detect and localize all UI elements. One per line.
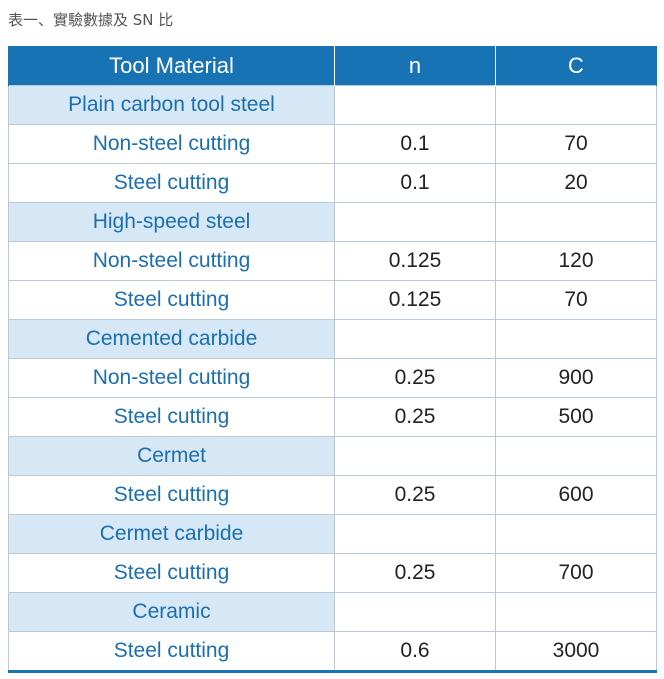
n-cell: [334, 202, 496, 242]
category-row: High-speed steel: [8, 202, 657, 242]
category-label: Plain carbon tool steel: [8, 85, 335, 125]
material-cell: Steel cutting: [8, 280, 335, 320]
c-cell: [495, 514, 657, 554]
c-cell: [495, 202, 657, 242]
category-row: Cermet carbide: [8, 514, 657, 554]
material-cell: Non-steel cutting: [8, 124, 335, 164]
material-cell: Steel cutting: [8, 553, 335, 593]
n-cell: [334, 436, 496, 476]
n-cell: 0.125: [334, 241, 496, 281]
material-cell: Steel cutting: [8, 631, 335, 672]
n-cell: [334, 514, 496, 554]
header-c: C: [495, 46, 657, 86]
table-row: Steel cutting 0.25 700: [8, 553, 657, 593]
category-label: High-speed steel: [8, 202, 335, 242]
c-cell: 700: [495, 553, 657, 593]
table-row: Non-steel cutting 0.125 120: [8, 241, 657, 281]
n-cell: 0.25: [334, 475, 496, 515]
category-label: Cemented carbide: [8, 319, 335, 359]
c-cell: [495, 436, 657, 476]
category-label: Cermet carbide: [8, 514, 335, 554]
c-cell: [495, 319, 657, 359]
material-cell: Non-steel cutting: [8, 358, 335, 398]
table-row: Steel cutting 0.25 500: [8, 397, 657, 437]
c-cell: [495, 592, 657, 632]
category-row: Cemented carbide: [8, 319, 657, 359]
table-header-row: Tool Material n C: [8, 46, 657, 86]
table-row: Non-steel cutting 0.25 900: [8, 358, 657, 398]
table-caption: 表一、實驗數據及 SN 比: [8, 11, 174, 29]
table-row: Steel cutting 0.125 70: [8, 280, 657, 320]
category-row: Ceramic: [8, 592, 657, 632]
category-row: Cermet: [8, 436, 657, 476]
c-cell: 120: [495, 241, 657, 281]
c-cell: 900: [495, 358, 657, 398]
table-row: Steel cutting 0.25 600: [8, 475, 657, 515]
n-cell: 0.1: [334, 163, 496, 203]
c-cell: 70: [495, 280, 657, 320]
category-label: Ceramic: [8, 592, 335, 632]
c-cell: 20: [495, 163, 657, 203]
table-row: Steel cutting 0.1 20: [8, 163, 657, 203]
material-cell: Non-steel cutting: [8, 241, 335, 281]
n-cell: [334, 319, 496, 359]
table-row: Steel cutting 0.6 3000: [8, 631, 657, 672]
c-cell: [495, 85, 657, 125]
n-cell: 0.6: [334, 631, 496, 672]
c-cell: 70: [495, 124, 657, 164]
table-row: Non-steel cutting 0.1 70: [8, 124, 657, 164]
n-cell: 0.25: [334, 358, 496, 398]
n-cell: [334, 592, 496, 632]
header-n: n: [334, 46, 496, 86]
n-cell: 0.25: [334, 397, 496, 437]
tool-material-table: Tool Material n C Plain carbon tool stee…: [8, 46, 657, 673]
material-cell: Steel cutting: [8, 475, 335, 515]
c-cell: 600: [495, 475, 657, 515]
category-label: Cermet: [8, 436, 335, 476]
header-tool-material: Tool Material: [8, 46, 335, 86]
c-cell: 3000: [495, 631, 657, 672]
c-cell: 500: [495, 397, 657, 437]
table-body: Plain carbon tool steel Non-steel cutting…: [8, 85, 657, 672]
n-cell: [334, 85, 496, 125]
category-row: Plain carbon tool steel: [8, 85, 657, 125]
material-cell: Steel cutting: [8, 163, 335, 203]
n-cell: 0.25: [334, 553, 496, 593]
material-cell: Steel cutting: [8, 397, 335, 437]
n-cell: 0.125: [334, 280, 496, 320]
n-cell: 0.1: [334, 124, 496, 164]
